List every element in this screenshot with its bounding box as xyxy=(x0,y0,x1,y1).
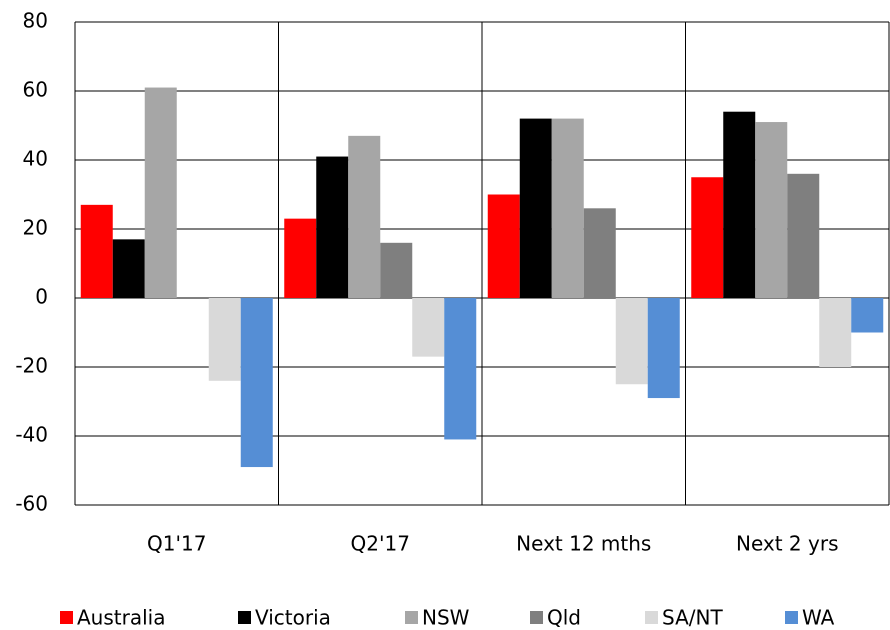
bar xyxy=(316,156,349,298)
legend-label: Victoria xyxy=(255,606,331,630)
bar xyxy=(819,298,852,367)
y-tick-label: 40 xyxy=(23,147,48,171)
x-tick-label: Next 2 yrs xyxy=(736,532,839,556)
x-tick-label: Next 12 mths xyxy=(516,532,651,556)
legend-label: Qld xyxy=(547,606,581,630)
legend-label: SA/NT xyxy=(662,606,723,630)
bar xyxy=(284,218,317,298)
bar xyxy=(615,298,648,385)
y-tick-label: -20 xyxy=(15,354,48,378)
bar xyxy=(348,135,381,298)
bar xyxy=(412,298,445,357)
y-tick-label: 80 xyxy=(23,9,48,33)
bar xyxy=(691,177,724,298)
bar xyxy=(519,118,552,298)
bar xyxy=(240,298,273,468)
y-tick-label: -60 xyxy=(15,492,48,516)
y-tick-label: 60 xyxy=(23,78,48,102)
bar xyxy=(851,298,884,333)
legend-swatch xyxy=(405,611,418,624)
legend-label: NSW xyxy=(422,606,470,630)
bar xyxy=(487,194,520,298)
y-tick-label: 20 xyxy=(23,216,48,240)
bar xyxy=(444,298,477,440)
bar xyxy=(647,298,680,399)
bar xyxy=(723,111,756,298)
legend-label: Australia xyxy=(77,606,165,630)
bar xyxy=(380,242,413,298)
legend-swatch xyxy=(60,611,73,624)
y-tick-label: -40 xyxy=(15,423,48,447)
bar xyxy=(208,298,241,381)
bar xyxy=(144,87,177,298)
x-tick-label: Q1'17 xyxy=(147,532,206,556)
bar xyxy=(787,173,820,298)
legend-swatch xyxy=(530,611,543,624)
legend-swatch xyxy=(238,611,251,624)
bar xyxy=(112,239,145,298)
bar xyxy=(583,208,616,298)
bar xyxy=(80,204,113,298)
bar xyxy=(551,118,584,298)
y-tick-label: 0 xyxy=(35,285,48,309)
legend-swatch xyxy=(785,611,798,624)
bar xyxy=(755,122,788,298)
legend-swatch xyxy=(645,611,658,624)
x-tick-label: Q2'17 xyxy=(351,532,410,556)
legend-label: WA xyxy=(802,606,835,630)
